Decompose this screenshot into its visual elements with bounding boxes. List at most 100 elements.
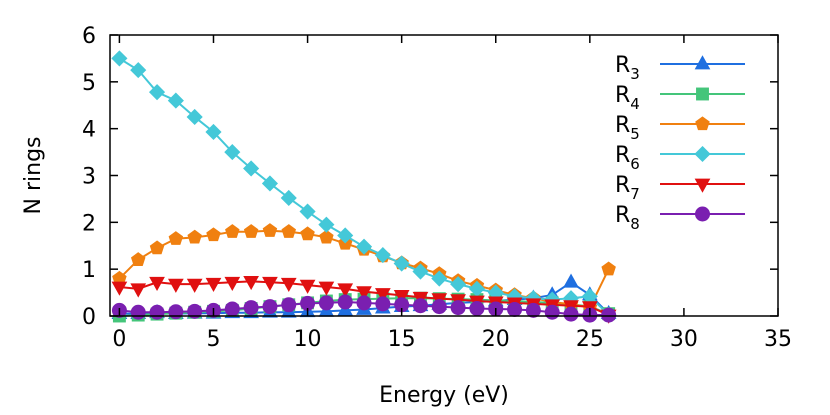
data-point	[262, 299, 278, 315]
data-point	[393, 255, 410, 272]
data-point	[601, 307, 617, 323]
series-R7	[111, 275, 617, 324]
legend-entry: R6	[615, 143, 745, 173]
y-tick-label: 4	[82, 118, 96, 143]
y-tick-label: 1	[82, 258, 96, 283]
data-point	[525, 302, 541, 318]
data-point	[356, 286, 372, 301]
data-point	[111, 50, 128, 67]
legend-entry: R8	[615, 203, 745, 233]
legend-marker	[694, 178, 711, 193]
y-tick-label: 3	[82, 165, 96, 190]
data-point	[187, 303, 203, 319]
x-tick-label: 15	[388, 327, 416, 352]
data-point	[412, 263, 429, 280]
legend-label: R7	[615, 173, 640, 203]
data-point	[225, 224, 240, 238]
data-point	[280, 277, 297, 292]
data-point	[243, 275, 259, 291]
data-point	[299, 203, 316, 220]
data-point	[450, 276, 467, 293]
data-point	[601, 261, 616, 276]
data-point	[563, 306, 579, 322]
axes: 0 5 10 15 20 25 30 35 0 1 2 3 4 5 6	[82, 24, 792, 352]
data-point	[168, 278, 184, 293]
x-tick-label: 35	[764, 327, 792, 352]
data-point	[148, 84, 166, 101]
legend-entry: R5	[615, 113, 745, 143]
data-point	[224, 301, 240, 317]
data-point	[450, 300, 466, 316]
x-tick-label: 0	[112, 327, 126, 352]
x-tick-label: 30	[670, 327, 698, 352]
legend-entry: R3	[615, 53, 745, 83]
data-point	[243, 160, 260, 177]
data-point	[300, 226, 315, 241]
legend-entry: R4	[615, 83, 745, 113]
x-tick-label: 25	[576, 327, 604, 352]
data-point	[431, 270, 448, 287]
plot-area	[111, 50, 617, 324]
legend-marker	[696, 87, 709, 101]
data-point	[206, 227, 221, 242]
data-point	[130, 304, 146, 320]
data-point	[205, 123, 222, 141]
data-point	[130, 62, 147, 79]
data-point	[280, 189, 297, 207]
data-point	[168, 231, 184, 245]
series-R6	[111, 50, 617, 324]
data-point	[243, 300, 259, 316]
data-point	[149, 304, 165, 320]
series-R8	[111, 294, 617, 323]
data-point	[318, 281, 335, 296]
data-point	[243, 224, 259, 238]
legend-entry: R7	[615, 173, 745, 203]
data-point	[186, 278, 203, 293]
y-tick-label: 6	[82, 24, 96, 49]
y-axis-label: N rings	[21, 137, 46, 215]
legend-marker	[695, 116, 710, 131]
data-point	[261, 175, 279, 192]
data-point	[187, 229, 202, 244]
data-point	[281, 224, 297, 238]
x-axis-label: Energy (eV)	[379, 383, 509, 408]
data-point	[563, 273, 579, 288]
x-tick-label: 20	[482, 327, 510, 352]
data-point	[375, 296, 391, 312]
data-point	[224, 276, 241, 292]
legend-label: R4	[615, 83, 640, 113]
data-point	[149, 240, 165, 255]
legend-label: R8	[615, 203, 640, 233]
data-point	[318, 295, 334, 311]
data-point	[374, 247, 391, 264]
data-point	[507, 301, 523, 317]
data-point	[431, 299, 447, 315]
data-point	[337, 227, 354, 244]
y-tick-label: 5	[82, 71, 96, 96]
legend-marker	[694, 145, 711, 163]
data-point	[111, 281, 128, 296]
y-tick-label: 2	[82, 211, 96, 236]
data-point	[337, 283, 354, 298]
legend-label: R3	[615, 53, 640, 83]
data-point	[149, 276, 165, 292]
data-point	[319, 229, 334, 244]
data-point	[299, 279, 316, 294]
data-point	[318, 216, 335, 233]
data-point	[130, 283, 147, 298]
series-line	[118, 57, 610, 316]
data-point	[224, 144, 241, 161]
data-point	[469, 301, 485, 317]
data-point	[186, 108, 203, 126]
data-point	[167, 92, 184, 109]
legend-label: R6	[615, 143, 640, 173]
x-tick-label: 10	[294, 327, 322, 352]
legend-marker	[695, 206, 710, 222]
legend-label: R5	[615, 113, 640, 143]
x-tick-label: 5	[206, 327, 220, 352]
data-point	[393, 289, 410, 305]
data-point	[337, 294, 353, 310]
data-point	[374, 288, 391, 303]
data-point	[544, 304, 560, 320]
